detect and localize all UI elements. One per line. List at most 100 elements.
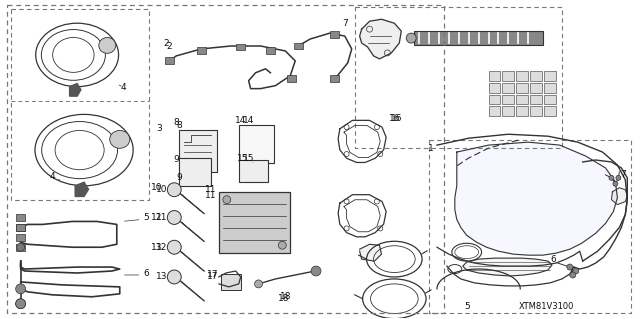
Text: 14: 14: [243, 116, 254, 125]
Text: 2: 2: [166, 42, 172, 51]
Circle shape: [609, 175, 614, 180]
Text: 11: 11: [156, 213, 167, 222]
Text: 17: 17: [207, 271, 219, 279]
FancyBboxPatch shape: [16, 234, 25, 241]
Text: 3: 3: [157, 124, 163, 133]
Text: 4: 4: [121, 83, 127, 92]
FancyBboxPatch shape: [502, 71, 515, 81]
FancyBboxPatch shape: [544, 107, 556, 116]
Polygon shape: [463, 258, 552, 276]
Text: 16: 16: [390, 114, 402, 123]
FancyBboxPatch shape: [294, 42, 303, 49]
Circle shape: [570, 272, 576, 278]
FancyBboxPatch shape: [544, 94, 556, 105]
Ellipse shape: [109, 130, 130, 148]
FancyBboxPatch shape: [179, 158, 211, 186]
FancyBboxPatch shape: [266, 48, 275, 55]
Text: 5: 5: [464, 302, 470, 311]
Polygon shape: [611, 188, 627, 204]
Text: 4: 4: [49, 172, 55, 181]
Text: 15: 15: [237, 153, 248, 162]
FancyBboxPatch shape: [16, 224, 25, 231]
FancyBboxPatch shape: [502, 94, 515, 105]
Circle shape: [406, 33, 416, 43]
Text: 7: 7: [620, 170, 626, 179]
Circle shape: [167, 183, 181, 197]
FancyBboxPatch shape: [414, 31, 543, 45]
FancyBboxPatch shape: [179, 130, 217, 172]
FancyBboxPatch shape: [530, 94, 542, 105]
FancyBboxPatch shape: [516, 83, 528, 93]
Text: 6: 6: [143, 270, 149, 278]
Text: 17: 17: [207, 272, 219, 281]
FancyBboxPatch shape: [502, 107, 515, 116]
FancyBboxPatch shape: [530, 71, 542, 81]
Text: 16: 16: [388, 114, 400, 123]
Circle shape: [567, 264, 573, 270]
FancyBboxPatch shape: [219, 192, 291, 253]
Circle shape: [255, 280, 262, 288]
Text: 11: 11: [205, 191, 217, 200]
FancyBboxPatch shape: [16, 224, 25, 231]
FancyBboxPatch shape: [16, 244, 25, 251]
FancyBboxPatch shape: [530, 107, 542, 116]
Text: 13: 13: [150, 243, 162, 252]
Polygon shape: [360, 244, 381, 261]
Text: 15: 15: [243, 153, 254, 162]
Text: 8: 8: [173, 118, 179, 127]
Circle shape: [613, 181, 618, 186]
Text: 1: 1: [428, 144, 434, 152]
FancyBboxPatch shape: [502, 83, 515, 93]
Circle shape: [311, 266, 321, 276]
Text: 10: 10: [156, 185, 167, 194]
Circle shape: [167, 211, 181, 225]
Circle shape: [573, 268, 579, 274]
Text: 8: 8: [177, 121, 182, 130]
Circle shape: [167, 270, 181, 284]
FancyBboxPatch shape: [16, 214, 25, 221]
FancyBboxPatch shape: [488, 94, 500, 105]
Polygon shape: [360, 19, 401, 59]
Text: 9: 9: [177, 173, 182, 182]
Text: 12: 12: [156, 243, 167, 252]
Text: 14: 14: [235, 116, 246, 125]
Text: 6: 6: [550, 255, 556, 263]
FancyBboxPatch shape: [330, 31, 339, 38]
Circle shape: [17, 243, 24, 251]
FancyBboxPatch shape: [516, 94, 528, 105]
Text: 12: 12: [151, 213, 162, 222]
Text: 11: 11: [205, 185, 217, 194]
Text: XTM81V3100: XTM81V3100: [518, 302, 573, 311]
FancyBboxPatch shape: [488, 83, 500, 93]
FancyBboxPatch shape: [165, 57, 174, 64]
FancyBboxPatch shape: [287, 75, 296, 82]
FancyBboxPatch shape: [221, 274, 241, 290]
Circle shape: [15, 299, 26, 309]
FancyBboxPatch shape: [516, 71, 528, 81]
Text: 10: 10: [150, 183, 162, 192]
Text: 7: 7: [342, 19, 348, 28]
Text: 5: 5: [143, 213, 149, 222]
FancyBboxPatch shape: [488, 71, 500, 81]
Text: 2: 2: [164, 39, 169, 48]
Text: 18: 18: [280, 292, 291, 301]
Circle shape: [15, 299, 26, 309]
Circle shape: [223, 196, 231, 204]
Text: 9: 9: [173, 155, 179, 165]
FancyBboxPatch shape: [544, 71, 556, 81]
FancyBboxPatch shape: [530, 83, 542, 93]
Circle shape: [616, 175, 621, 180]
Circle shape: [278, 241, 286, 249]
Polygon shape: [70, 84, 81, 96]
FancyBboxPatch shape: [236, 43, 245, 50]
Polygon shape: [75, 182, 88, 197]
FancyBboxPatch shape: [544, 83, 556, 93]
FancyBboxPatch shape: [330, 75, 339, 82]
FancyBboxPatch shape: [488, 107, 500, 116]
FancyBboxPatch shape: [196, 48, 205, 55]
FancyBboxPatch shape: [239, 160, 268, 182]
FancyBboxPatch shape: [516, 107, 528, 116]
Circle shape: [15, 284, 26, 294]
Circle shape: [167, 240, 181, 254]
Text: 18: 18: [278, 294, 289, 303]
